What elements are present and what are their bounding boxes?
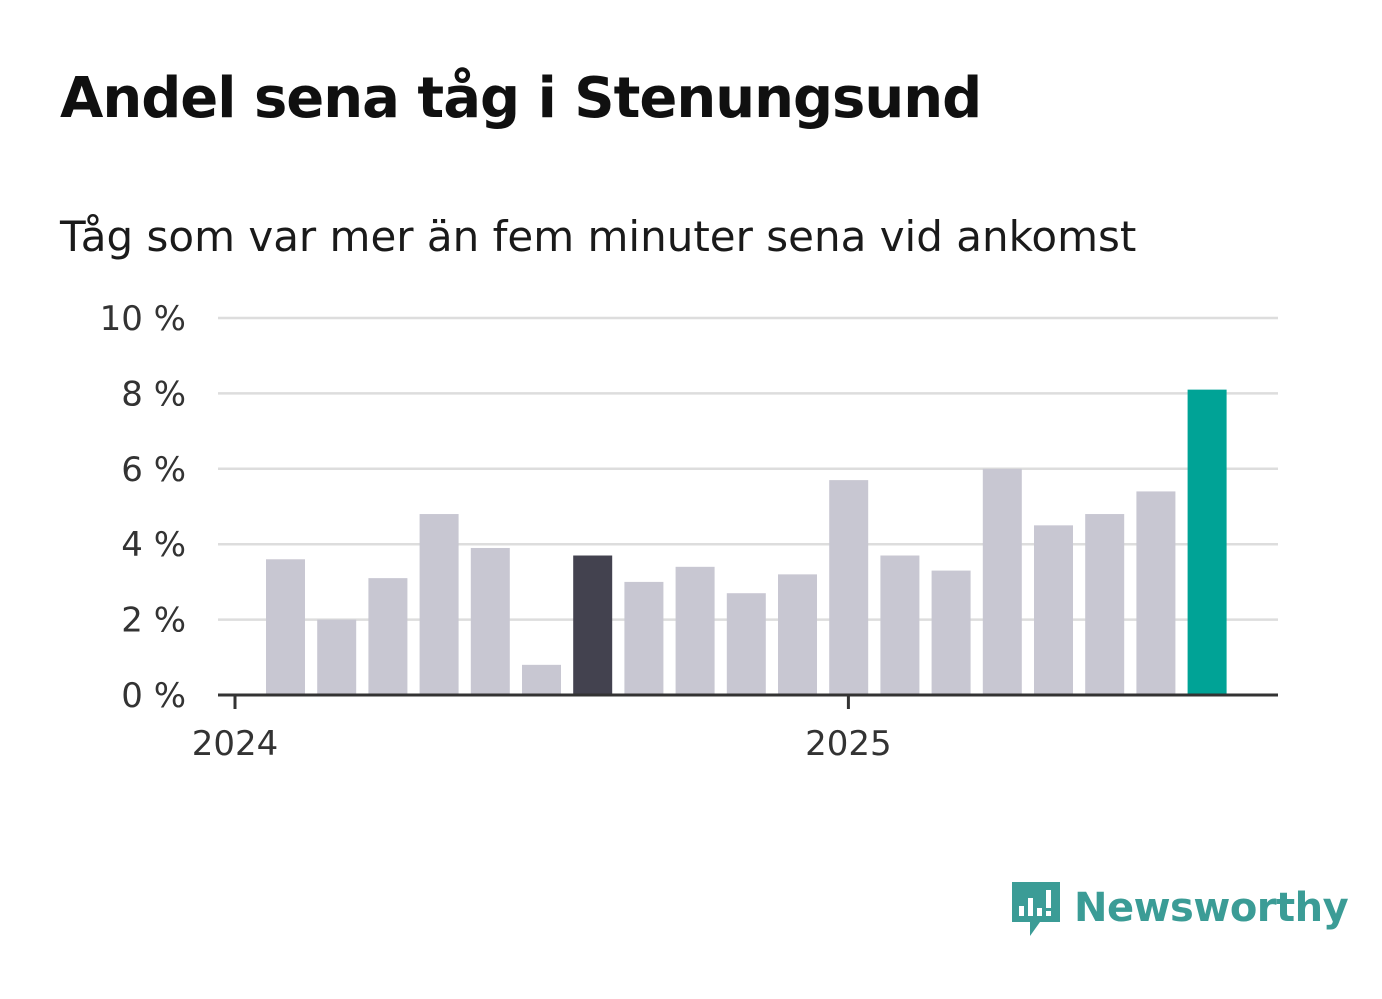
bar [470,547,510,695]
bar [982,468,1022,695]
bars [266,389,1227,695]
bar [368,578,408,695]
chart-subtitle: Tåg som var mer än fem minuter sena vid … [60,212,1137,261]
y-tick-label: 2 % [121,601,186,641]
y-tick-label: 8 % [121,374,186,414]
bar-chart: 0 % 2 % 4 % 6 % 8 % 10 % 2024 2025 [100,299,1278,764]
bar [829,480,869,695]
y-tick-label: 0 % [121,676,186,716]
y-tick-label: 6 % [121,450,186,490]
bar [317,619,357,695]
bar [573,555,613,695]
bar [1085,514,1125,695]
bar [266,559,305,695]
bar [1034,525,1073,695]
x-tick-label: 2024 [192,724,279,764]
bar [726,593,766,695]
newsworthy-logo-icon [1012,882,1060,936]
bar [1136,491,1176,695]
brand-logo: Newsworthy [1010,878,1349,938]
bar [1187,389,1227,695]
brand-name: Newsworthy [1074,885,1349,931]
bar [419,514,459,695]
x-tick-labels: 2024 2025 [192,724,892,764]
bar [522,664,561,695]
y-tick-labels: 0 % 2 % 4 % 6 % 8 % 10 % [100,299,186,716]
bar [880,555,920,695]
y-tick-label: 10 % [100,299,186,339]
y-tick-label: 4 % [121,525,186,565]
x-tick-label: 2025 [805,724,892,764]
bar [778,574,817,695]
bar [624,581,664,695]
chart-title: Andel sena tåg i Stenungsund [60,66,982,131]
bar [931,570,971,695]
bar [675,566,715,695]
x-axis [218,693,1278,709]
